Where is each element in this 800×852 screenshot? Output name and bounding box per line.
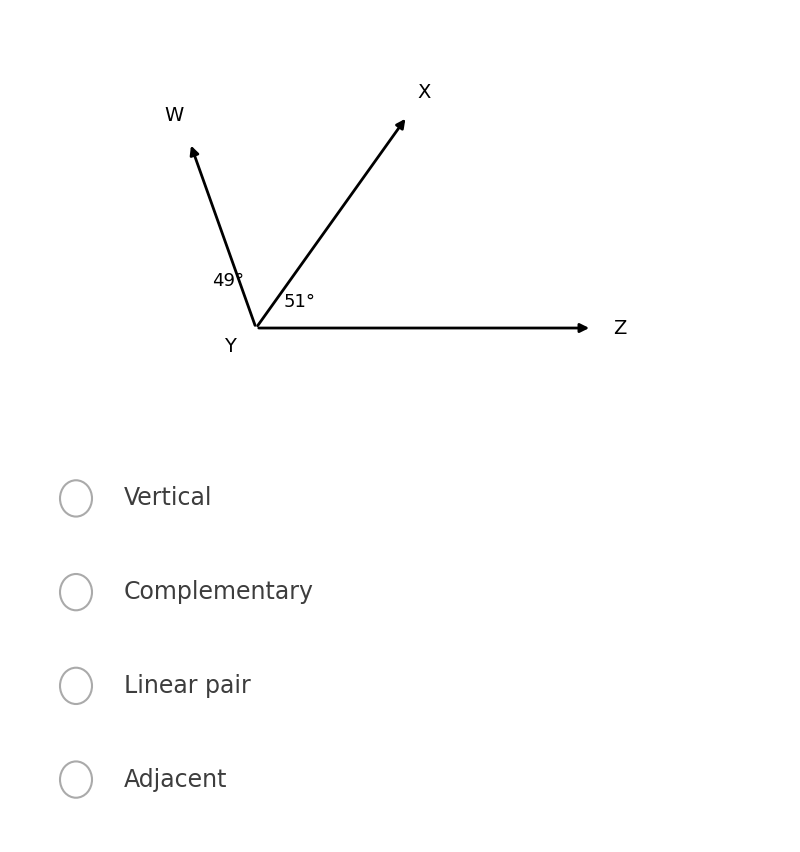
Text: X: X [417, 83, 430, 101]
Text: Adjacent: Adjacent [124, 768, 227, 792]
Text: Complementary: Complementary [124, 580, 314, 604]
Text: Z: Z [614, 319, 626, 337]
Text: W: W [164, 106, 183, 124]
Text: Y: Y [225, 337, 236, 356]
Text: 49°: 49° [212, 272, 244, 291]
Text: Linear pair: Linear pair [124, 674, 250, 698]
Text: 51°: 51° [284, 293, 316, 312]
Text: Vertical: Vertical [124, 486, 213, 510]
